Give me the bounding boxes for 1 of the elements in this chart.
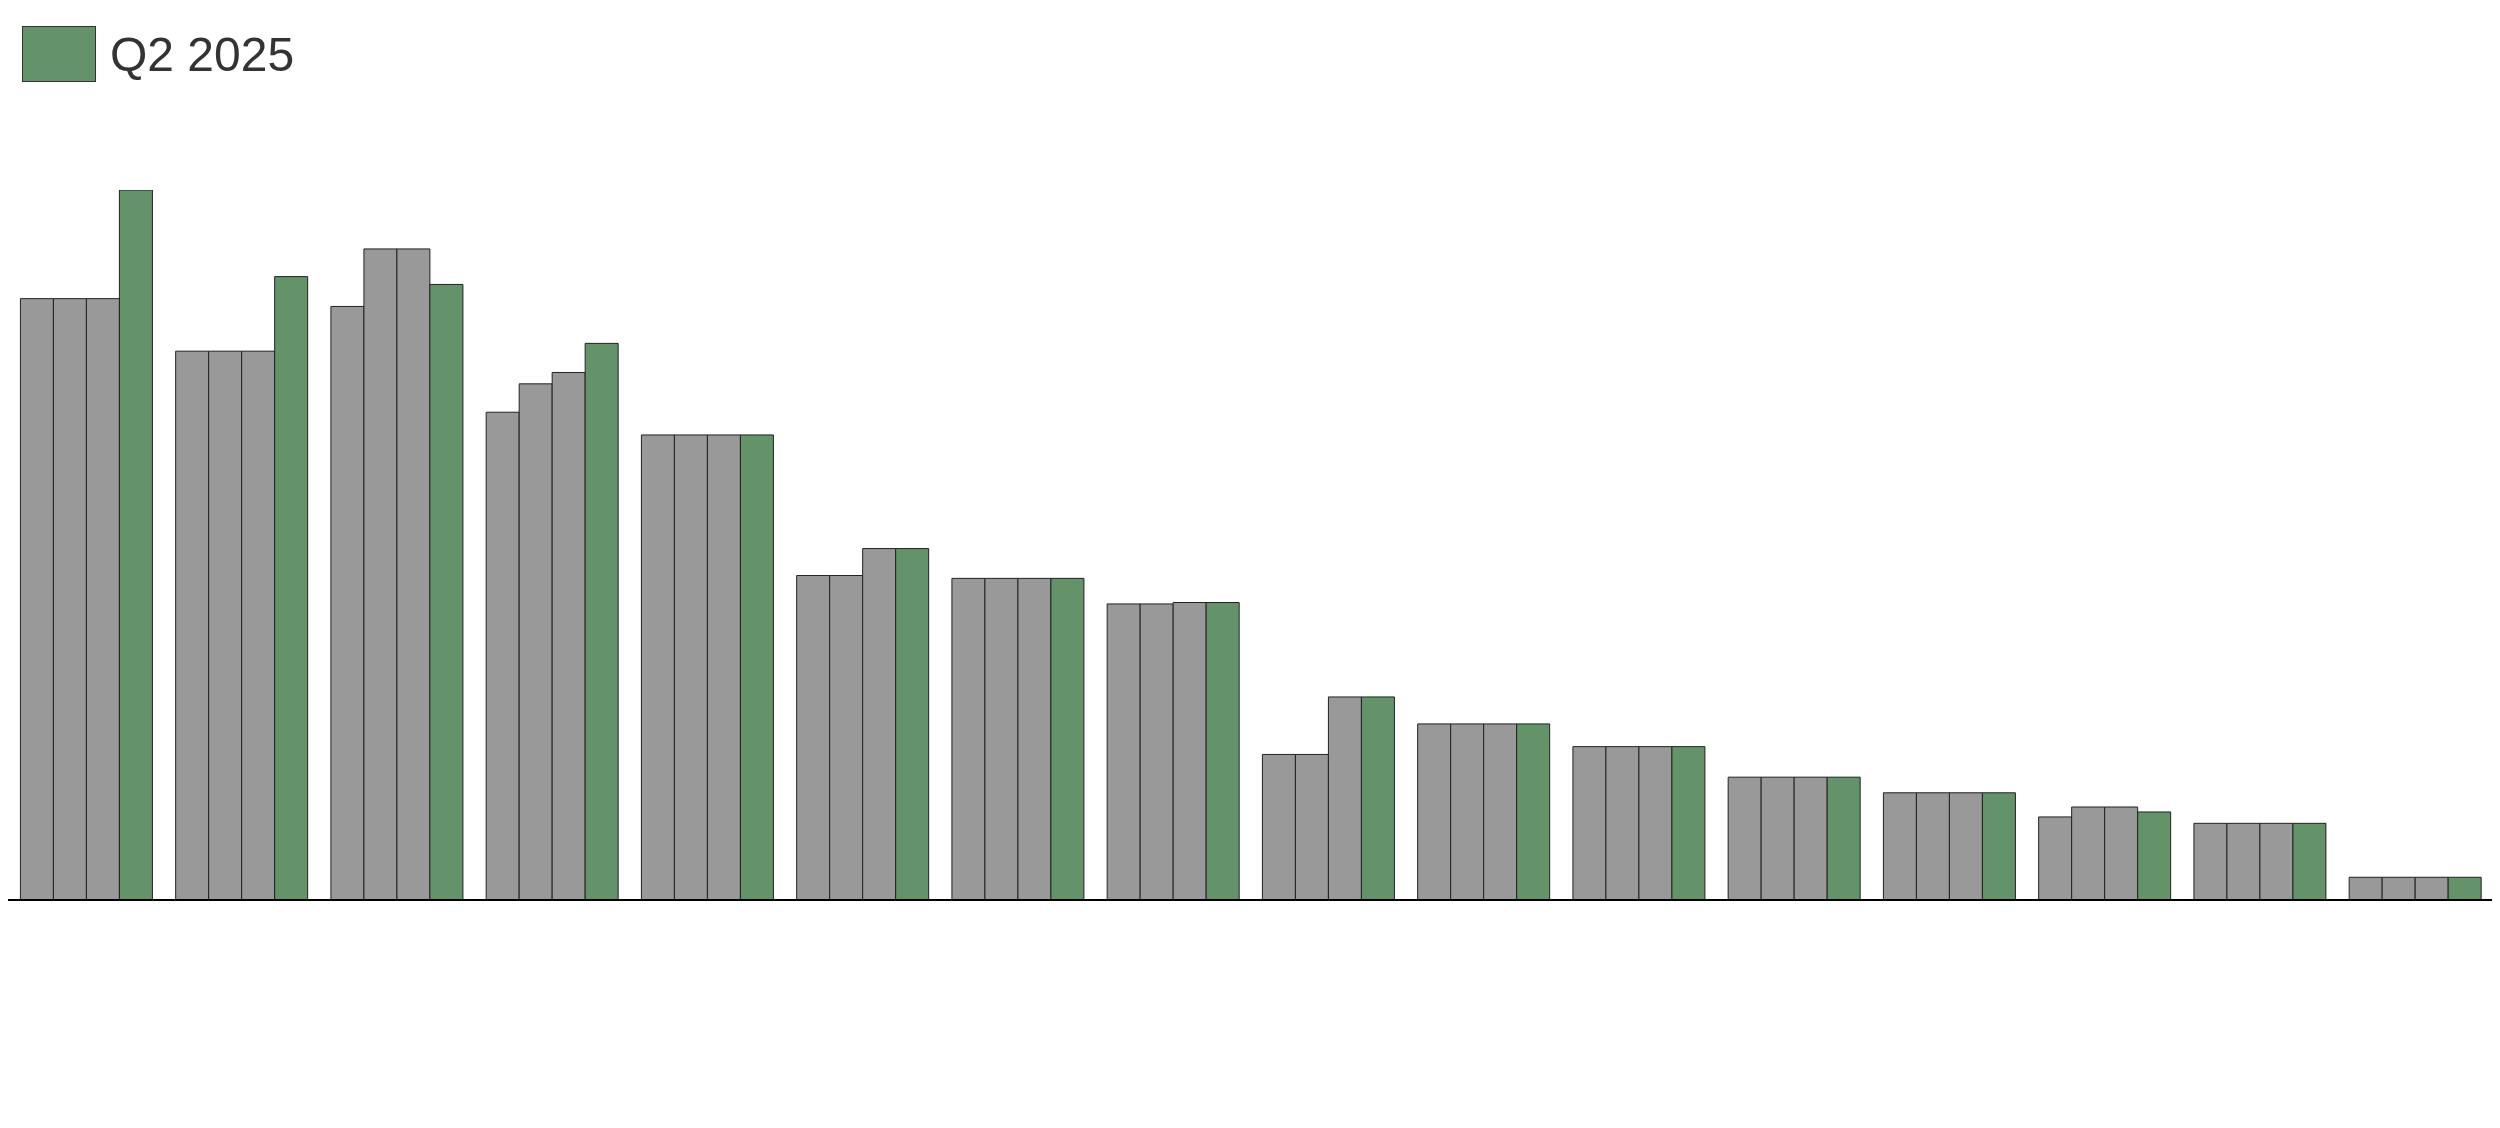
legend-label: Q2 2025 — [110, 26, 295, 82]
